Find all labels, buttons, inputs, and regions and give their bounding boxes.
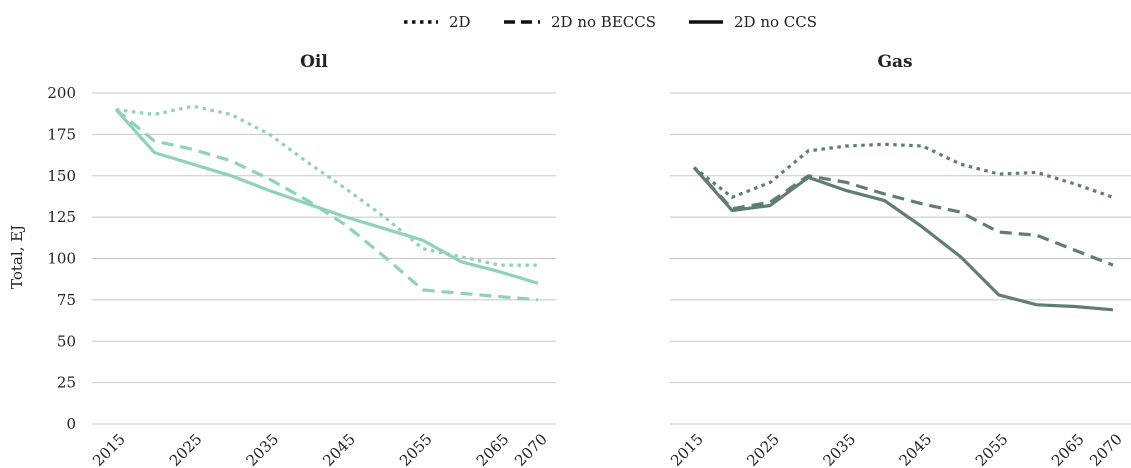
series-line-2d <box>115 104 538 267</box>
legend: 2D 2D no BECCS 2D no CCS <box>0 10 1131 34</box>
legend-label-2d: 2D <box>449 13 471 31</box>
x-tick-label: 2035 <box>819 430 859 468</box>
legend-swatch-solid <box>689 20 723 24</box>
x-tick-label: 2045 <box>319 430 359 468</box>
panel-title-oil: Oil <box>300 52 328 72</box>
panel-title-gas: Gas <box>877 52 913 72</box>
x-tick-label: 2055 <box>396 430 436 468</box>
y-tick-label: 175 <box>47 125 76 143</box>
y-tick-label: 0 <box>66 415 76 433</box>
x-tick-label: 2055 <box>972 430 1012 468</box>
x-tick-label: 2015 <box>667 430 707 468</box>
series-line-2d <box>693 142 1114 199</box>
series-line-2d-no-beccs <box>114 108 539 302</box>
y-tick-label: 25 <box>57 374 76 392</box>
y-tick-label: 200 <box>47 84 76 102</box>
x-tick-label: 2045 <box>896 430 936 468</box>
series-line-2d-no-ccs <box>114 108 539 285</box>
legend-swatch-dotted <box>404 20 438 24</box>
x-tick-label: 2070 <box>511 430 551 468</box>
x-tick-label: 2025 <box>743 430 783 468</box>
legend-item-2d-no-ccs: 2D no CCS <box>688 10 817 34</box>
x-tick-label: 2065 <box>473 430 513 468</box>
series-line-2d-no-ccs <box>692 166 1114 312</box>
x-tick-label: 2025 <box>166 430 206 468</box>
y-tick-label: 50 <box>57 332 76 350</box>
y-tick-label: 100 <box>47 250 76 268</box>
legend-swatch-dashed <box>504 20 540 24</box>
legend-label-2d-no-ccs: 2D no CCS <box>734 13 818 31</box>
x-tick-label: 2015 <box>89 430 129 468</box>
y-tick-label: 125 <box>47 208 76 226</box>
x-tick-label: 2035 <box>243 430 283 468</box>
y-tick-label: 75 <box>57 291 76 309</box>
legend-label-2d-no-beccs: 2D no BECCS <box>551 13 656 31</box>
x-tick-label: 2065 <box>1048 430 1088 468</box>
legend-item-2d: 2D <box>403 10 471 34</box>
legend-item-2d-no-beccs: 2D no BECCS <box>503 10 656 34</box>
y-tick-label: 150 <box>47 167 76 185</box>
series-line-2d-no-beccs <box>692 166 1114 267</box>
x-tick-label: 2070 <box>1086 430 1126 468</box>
